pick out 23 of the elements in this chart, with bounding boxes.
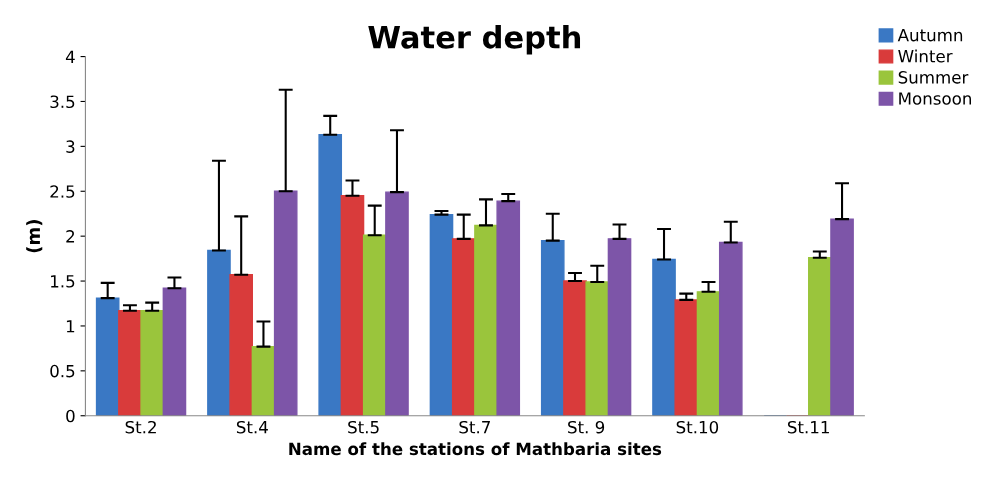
legend-label: Summer: [898, 71, 969, 84]
x-tick-label: St.4: [236, 420, 268, 434]
y-tick-label: 0.5: [50, 364, 75, 378]
chart-title: Water depth: [368, 25, 581, 55]
y-tick-label: 2: [66, 230, 75, 243]
y-axis-title: (m): [26, 220, 43, 253]
x-tick-label: St.2: [125, 420, 156, 434]
y-tick-label: 1.5: [51, 275, 75, 288]
legend-label: Autumn: [897, 28, 963, 42]
x-tick-label: St. 9: [568, 420, 605, 434]
y-tick-label: 4: [65, 50, 75, 63]
y-tick-label: 3: [66, 140, 75, 153]
x-axis-title: Name of the stations of Mathbaria sites: [289, 442, 662, 456]
y-tick-label: 1: [66, 320, 75, 333]
y-tick-label: 2.5: [50, 185, 75, 198]
y-tick-label: 0: [66, 409, 75, 423]
x-tick-label: St.10: [676, 420, 719, 434]
legend-label: Monsoon: [899, 92, 971, 105]
x-tick-label: St.7: [459, 420, 490, 434]
legend-label: Winter: [898, 49, 953, 63]
y-tick-label: 3.5: [50, 95, 75, 109]
x-tick-label: St.5: [348, 420, 379, 434]
x-tick-label: St.11: [787, 420, 829, 434]
